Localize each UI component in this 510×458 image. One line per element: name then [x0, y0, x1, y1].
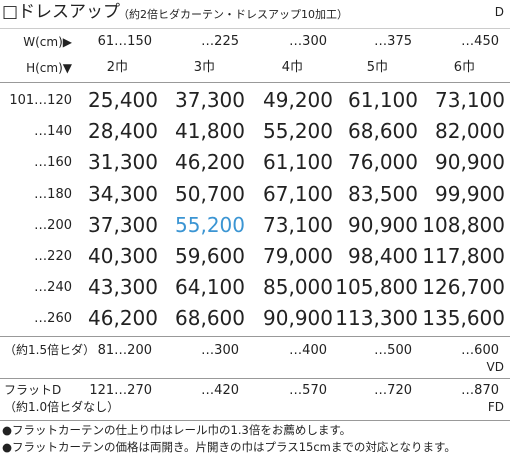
variant-width: 121…270 — [89, 383, 152, 398]
width-header: …225 — [201, 34, 239, 49]
subtitle: （約2倍ヒダカーテン・ドレスアップ10加工） — [118, 8, 348, 21]
title: □ドレスアップ — [2, 2, 121, 22]
divider — [0, 28, 510, 29]
row-height: …200 — [34, 217, 72, 233]
variant-width: …400 — [289, 343, 327, 358]
variant-width: …420 — [201, 383, 239, 398]
price: 37,300 — [175, 88, 245, 112]
price: 46,200 — [88, 306, 158, 331]
note: ●フラットカーテンの仕上り巾はレール巾の1.3倍をお薦めします。 — [2, 423, 352, 437]
price: 50,700 — [175, 181, 245, 206]
price: 59,600 — [175, 244, 245, 268]
variant-code: FD — [487, 400, 504, 414]
price: 90,900 — [435, 150, 505, 175]
price: 46,200 — [175, 150, 245, 175]
price: 55,200 — [175, 212, 245, 237]
row-height: …160 — [34, 155, 72, 171]
price: 64,100 — [175, 275, 245, 300]
panel-header: 3巾 — [193, 60, 215, 75]
price: 117,800 — [422, 244, 505, 268]
divider — [0, 336, 510, 337]
row-height: 101…120 — [9, 93, 72, 108]
price: 40,300 — [88, 244, 158, 268]
panel-header: 2巾 — [106, 60, 128, 75]
width-header: …450 — [461, 34, 499, 49]
price: 34,300 — [88, 181, 158, 206]
variant-width: …500 — [374, 343, 412, 358]
price: 85,000 — [263, 275, 333, 300]
price: 98,400 — [348, 244, 418, 268]
price: 76,000 — [348, 150, 418, 175]
price: 55,200 — [263, 119, 333, 144]
price: 61,100 — [348, 88, 418, 112]
price: 31,300 — [88, 150, 158, 175]
panel-header: 4巾 — [281, 60, 303, 75]
note: ●フラットカーテンの価格は両開き。片開きの巾はプラス15cmまでの対応となります… — [2, 440, 456, 454]
price: 108,800 — [422, 212, 505, 237]
divider — [0, 82, 510, 83]
variant-width: 81…200 — [97, 343, 152, 358]
width-label: W(cm)▶ — [23, 35, 72, 49]
price: 37,300 — [88, 212, 158, 237]
price: 82,000 — [435, 119, 505, 144]
price: 90,900 — [348, 212, 418, 237]
variant-width: …600 — [461, 343, 499, 358]
row-height: …140 — [34, 124, 72, 140]
price: 73,100 — [263, 212, 333, 237]
width-header: …300 — [289, 34, 327, 49]
panel-header: 5巾 — [366, 60, 388, 75]
height-label: H(cm)▼ — [26, 61, 72, 75]
divider — [0, 420, 510, 421]
row-height: …260 — [34, 311, 72, 327]
price: 41,800 — [175, 119, 245, 144]
price: 126,700 — [422, 275, 505, 300]
divider — [0, 378, 510, 379]
price: 79,000 — [263, 244, 333, 268]
price: 73,100 — [435, 88, 505, 112]
width-header: …375 — [374, 34, 412, 49]
row-height: …180 — [34, 186, 72, 202]
price: 68,600 — [175, 306, 245, 331]
variant-label: （約1.0倍ヒダなし） — [4, 400, 120, 414]
variant-label: （約1.5倍ヒダ） — [4, 343, 96, 357]
price: 113,300 — [335, 306, 418, 331]
variant-width: …870 — [461, 383, 499, 398]
variant-width: …720 — [374, 383, 412, 398]
price: 67,100 — [263, 181, 333, 206]
variant-label: フラットD — [4, 383, 62, 397]
price: 99,900 — [435, 181, 505, 206]
row-height: …240 — [34, 280, 72, 296]
width-header: 61…150 — [97, 34, 152, 49]
price: 68,600 — [348, 119, 418, 144]
variant-width: …300 — [201, 343, 239, 358]
panel-header: 6巾 — [453, 60, 475, 75]
price: 105,800 — [335, 275, 418, 300]
price: 43,300 — [88, 275, 158, 300]
price: 61,100 — [263, 150, 333, 175]
variant-code: VD — [486, 360, 504, 374]
code: D — [494, 5, 504, 19]
price: 135,600 — [422, 306, 505, 331]
row-height: …220 — [34, 249, 72, 264]
price: 90,900 — [263, 306, 333, 331]
price: 83,500 — [348, 181, 418, 206]
price: 28,400 — [88, 119, 158, 144]
variant-width: …570 — [289, 383, 327, 398]
price: 25,400 — [88, 88, 158, 112]
price: 49,200 — [263, 88, 333, 112]
